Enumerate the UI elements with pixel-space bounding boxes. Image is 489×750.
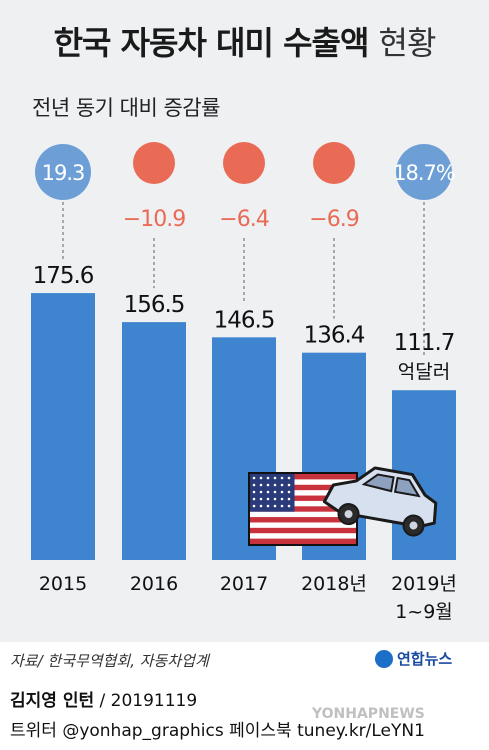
bar-chart: 175.6 19.3 2015 156.5 −10.9 2016 146.5 −6.4 2017… (31, 142, 457, 623)
category-label: 2015 (39, 573, 87, 595)
bar-2016 (122, 322, 186, 560)
unit-label: 억달러 (398, 361, 450, 383)
category-label: 2019년 (391, 573, 457, 595)
change-circle-positive (396, 144, 452, 200)
value-label: 156.5 (124, 292, 185, 318)
change-label: 19.3 (42, 161, 85, 185)
chart-subtitle: 전년 동기 대비 증감률 (32, 96, 220, 120)
title-main: 한국 자동차 대미 수출액 (53, 24, 370, 62)
value-label: 111.7 (394, 330, 455, 356)
social-line: 트위터 @yonhap_graphics 페이스북 tuney.kr/LeYN1 (10, 721, 425, 741)
car-icon (322, 466, 438, 537)
category-label: 2017 (220, 573, 268, 595)
change-circle-negative (133, 142, 175, 184)
value-label: 175.6 (33, 263, 94, 289)
value-label: 146.5 (214, 307, 275, 333)
category-label: 2018년 (301, 573, 367, 595)
credit-date: / 20191119 (99, 691, 198, 711)
yonhap-logo: 연합뉴스 (375, 648, 452, 669)
change-circle-negative (313, 142, 355, 184)
category-label: 2016 (130, 573, 178, 595)
title-suffix: 현황 (378, 24, 437, 62)
change-label: 18.7% (393, 161, 455, 185)
change-circle-positive (35, 144, 91, 200)
credit-line: 김지영 인턴 / 20191119 (10, 686, 197, 711)
credit-name: 김지영 인턴 (10, 691, 95, 711)
change-label: −10.9 (123, 207, 185, 232)
yonhap-watermark: YONHAPNEWS (312, 706, 425, 722)
change-label: −6.4 (219, 207, 268, 232)
change-label: −6.9 (309, 207, 358, 232)
yonhap-logo-icon (375, 649, 393, 668)
yonhap-logo-text: 연합뉴스 (397, 650, 453, 668)
value-label: 136.4 (304, 323, 365, 349)
bar-2015 (31, 293, 95, 560)
category-sublabel: 1~9월 (395, 601, 453, 623)
change-circle-negative (223, 142, 265, 184)
chart-title: 한국 자동차 대미 수출액 현황 (0, 18, 489, 64)
source-note: 자료/ 한국무역협회, 자동차업계 (10, 652, 209, 670)
